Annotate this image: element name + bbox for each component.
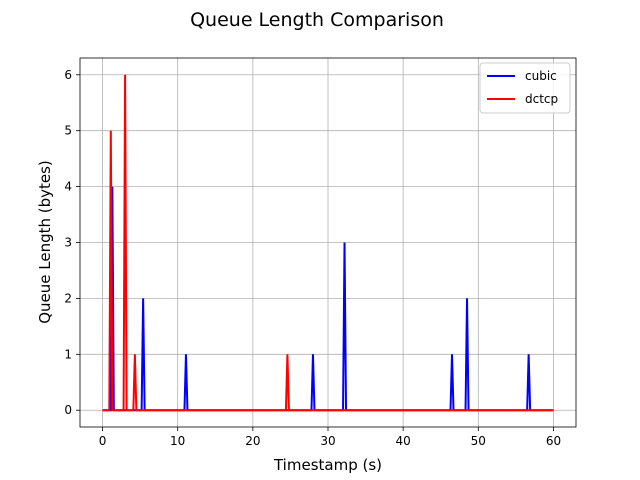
y-tick-label: 3 — [64, 236, 72, 250]
y-tick-label: 6 — [64, 68, 72, 82]
legend-label-cubic: cubic — [525, 69, 557, 83]
y-tick-label: 0 — [64, 403, 72, 417]
chart-title: Queue Length Comparison — [190, 9, 444, 31]
x-tick-label: 10 — [170, 434, 185, 448]
y-tick-label: 1 — [64, 347, 72, 361]
y-tick-label: 2 — [64, 291, 72, 305]
x-axis-ticks: 0 10 20 30 40 50 60 — [99, 427, 561, 448]
legend: cubic dctcp — [479, 62, 571, 114]
series-lines — [102, 74, 554, 412]
x-tick-label: 0 — [99, 434, 107, 448]
y-axis-ticks: 0 1 2 3 4 5 6 — [64, 68, 80, 417]
x-tick-label: 20 — [245, 434, 260, 448]
x-tick-label: 40 — [396, 434, 411, 448]
x-tick-label: 60 — [546, 434, 561, 448]
y-tick-label: 5 — [64, 124, 72, 138]
legend-label-dctcp: dctcp — [525, 92, 558, 106]
series-line-dctcp — [102, 74, 554, 412]
x-tick-label: 30 — [320, 434, 335, 448]
x-axis-label: Timestamp (s) — [273, 456, 382, 474]
x-tick-label: 50 — [471, 434, 486, 448]
y-axis-label: Queue Length (bytes) — [36, 160, 54, 324]
y-tick-label: 4 — [64, 180, 72, 194]
